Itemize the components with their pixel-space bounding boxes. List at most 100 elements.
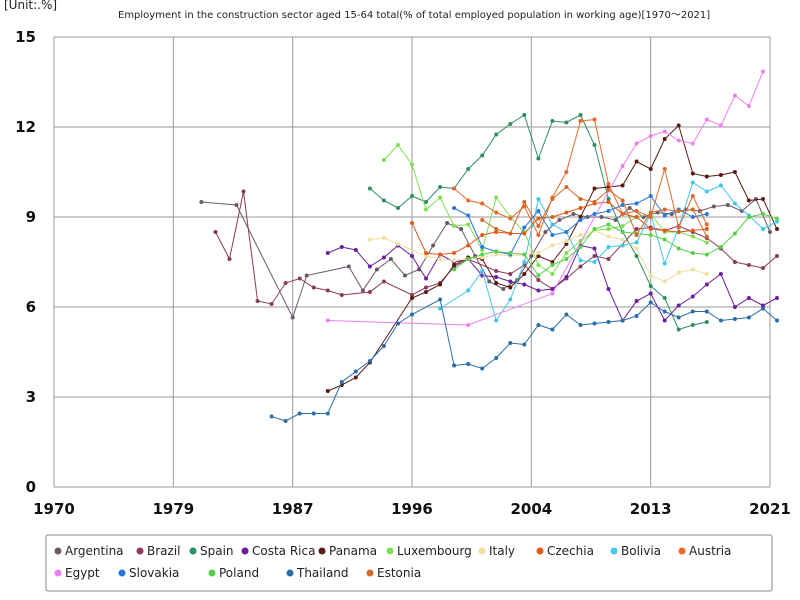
data-point bbox=[536, 197, 541, 201]
data-point bbox=[676, 303, 681, 308]
data-point bbox=[606, 182, 611, 186]
data-point bbox=[690, 309, 695, 314]
data-point bbox=[381, 158, 386, 162]
data-point bbox=[718, 318, 723, 323]
data-point bbox=[606, 197, 611, 201]
data-point bbox=[690, 194, 695, 198]
data-point bbox=[550, 260, 555, 264]
data-point bbox=[718, 173, 723, 177]
data-point bbox=[690, 215, 695, 219]
data-point bbox=[494, 281, 499, 285]
data-point bbox=[690, 228, 695, 233]
data-point bbox=[438, 252, 443, 257]
data-point bbox=[775, 216, 779, 221]
data-point bbox=[367, 237, 372, 242]
x-tick-label: 2021 bbox=[749, 500, 791, 518]
data-point bbox=[746, 315, 751, 320]
legend-label: Austria bbox=[689, 544, 731, 558]
legend-label: Estonia bbox=[377, 566, 421, 580]
data-point bbox=[634, 246, 639, 251]
data-point bbox=[592, 200, 597, 204]
data-point bbox=[662, 237, 667, 242]
data-point bbox=[606, 320, 611, 324]
legend-marker bbox=[318, 547, 326, 555]
data-point bbox=[592, 227, 597, 231]
data-point bbox=[676, 270, 681, 275]
data-point bbox=[438, 185, 443, 189]
data-point bbox=[536, 233, 541, 237]
legend-marker bbox=[386, 547, 394, 555]
data-point bbox=[339, 293, 344, 297]
data-point bbox=[564, 312, 569, 317]
data-point bbox=[494, 318, 499, 323]
data-point bbox=[704, 240, 709, 245]
data-point bbox=[620, 237, 625, 242]
data-point bbox=[536, 273, 541, 278]
data-point bbox=[704, 174, 709, 179]
legend-marker bbox=[118, 569, 126, 577]
x-axis-ticks: 1970 1979 1987 1996 2004 2013 2021 bbox=[33, 500, 791, 518]
data-point bbox=[550, 215, 555, 219]
data-point bbox=[662, 207, 667, 212]
data-point bbox=[353, 369, 358, 374]
data-point bbox=[676, 209, 681, 213]
data-point bbox=[480, 255, 485, 260]
legend-item: Slovakia bbox=[118, 566, 179, 580]
data-point bbox=[606, 245, 611, 249]
x-tick-label: 1970 bbox=[33, 500, 75, 518]
data-point bbox=[536, 323, 541, 327]
data-point bbox=[339, 380, 344, 384]
data-point bbox=[564, 251, 569, 255]
data-point bbox=[690, 180, 695, 185]
data-point bbox=[381, 236, 386, 240]
series-estonia bbox=[480, 185, 709, 239]
data-point bbox=[494, 132, 499, 137]
data-point bbox=[704, 272, 709, 276]
data-point bbox=[522, 225, 527, 230]
data-point bbox=[480, 245, 485, 249]
data-point bbox=[718, 123, 723, 128]
data-point bbox=[396, 143, 400, 147]
data-point bbox=[367, 264, 372, 269]
data-point bbox=[775, 227, 779, 231]
data-point bbox=[452, 251, 457, 255]
series-egypt bbox=[325, 69, 765, 327]
data-point bbox=[746, 215, 751, 219]
data-point bbox=[466, 257, 471, 261]
data-point bbox=[536, 254, 541, 258]
data-point bbox=[480, 153, 485, 158]
data-point bbox=[452, 258, 457, 263]
series-spain bbox=[367, 113, 709, 332]
data-point bbox=[620, 164, 625, 168]
data-point bbox=[508, 216, 513, 221]
legend-label: Egypt bbox=[65, 566, 100, 580]
data-point bbox=[732, 93, 737, 98]
data-point bbox=[599, 215, 604, 219]
series-poland bbox=[452, 212, 779, 278]
data-point bbox=[704, 309, 709, 314]
y-tick-label: 12 bbox=[15, 118, 36, 136]
data-point bbox=[704, 252, 709, 257]
legend-marker bbox=[136, 547, 144, 555]
data-point bbox=[648, 300, 653, 305]
data-point bbox=[648, 273, 653, 278]
data-point bbox=[494, 230, 499, 234]
data-point bbox=[620, 212, 625, 216]
series-czechia bbox=[410, 200, 709, 257]
data-point bbox=[501, 287, 506, 291]
data-point bbox=[508, 285, 513, 290]
data-point bbox=[410, 293, 414, 297]
data-point bbox=[459, 227, 464, 231]
data-point bbox=[452, 267, 457, 272]
data-point bbox=[775, 219, 779, 224]
series-line bbox=[383, 144, 707, 275]
data-point bbox=[508, 272, 513, 276]
legend-marker bbox=[610, 547, 618, 555]
data-point bbox=[241, 189, 246, 194]
series-luxembourg bbox=[381, 143, 709, 276]
data-point bbox=[536, 251, 541, 255]
data-point bbox=[290, 315, 295, 320]
data-point bbox=[704, 117, 709, 122]
data-point bbox=[522, 342, 527, 347]
data-point bbox=[592, 260, 597, 264]
